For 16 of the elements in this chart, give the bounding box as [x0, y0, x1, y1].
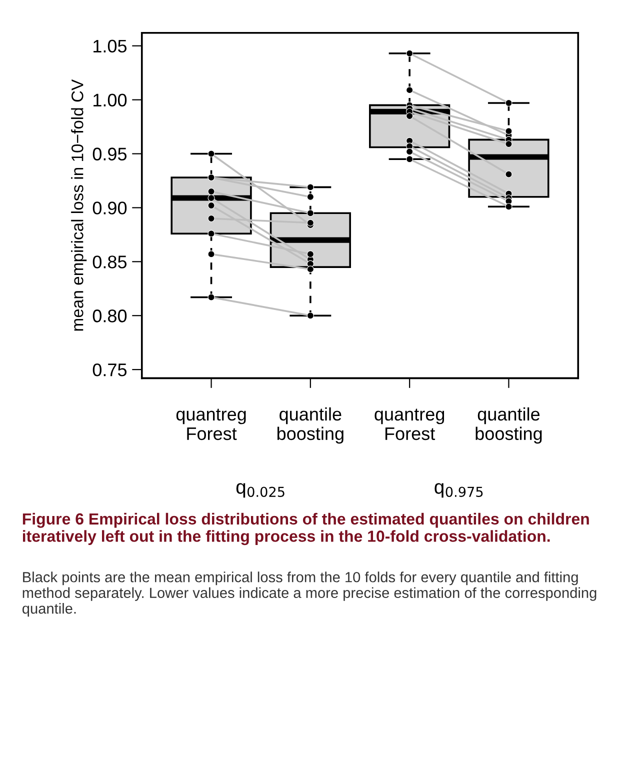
- x-tick-label: quantile boosting: [476, 407, 542, 444]
- text: q$_{0.025}$: [236, 483, 284, 498]
- caption: Figure 6 Empirical loss distributions of the estimated quantiles on children iteratively left out in the fitting process in the 10-fold cross-validation.: [22, 512, 589, 546]
- text: Black points are the mean empirical loss from the 10 folds for every quantile and fitting method separately. Lower values indicate a more precise estimation of the corresponding quantile.: [22, 572, 596, 617]
- text: q$_{0.975}$: [434, 483, 483, 498]
- y-tick-label: 0.90: [92, 202, 127, 214]
- y-tick-label: 0.75: [92, 363, 127, 376]
- x-tick-label: quantile boosting: [277, 407, 344, 444]
- y-tick-label: 1.05: [94, 40, 127, 53]
- y-tick-label: 0.95: [92, 148, 127, 160]
- x-tick-label: quantreg Forest: [176, 408, 246, 440]
- y-axis-title: mean empirical loss in 10−fold CV: [71, 79, 87, 331]
- y-tick-label: 0.85: [92, 256, 127, 268]
- y-tick-label: 1.00: [94, 94, 127, 107]
- x-tick-label: quantreg Forest: [374, 408, 444, 440]
- y-tick-label: 0.80: [92, 310, 127, 322]
